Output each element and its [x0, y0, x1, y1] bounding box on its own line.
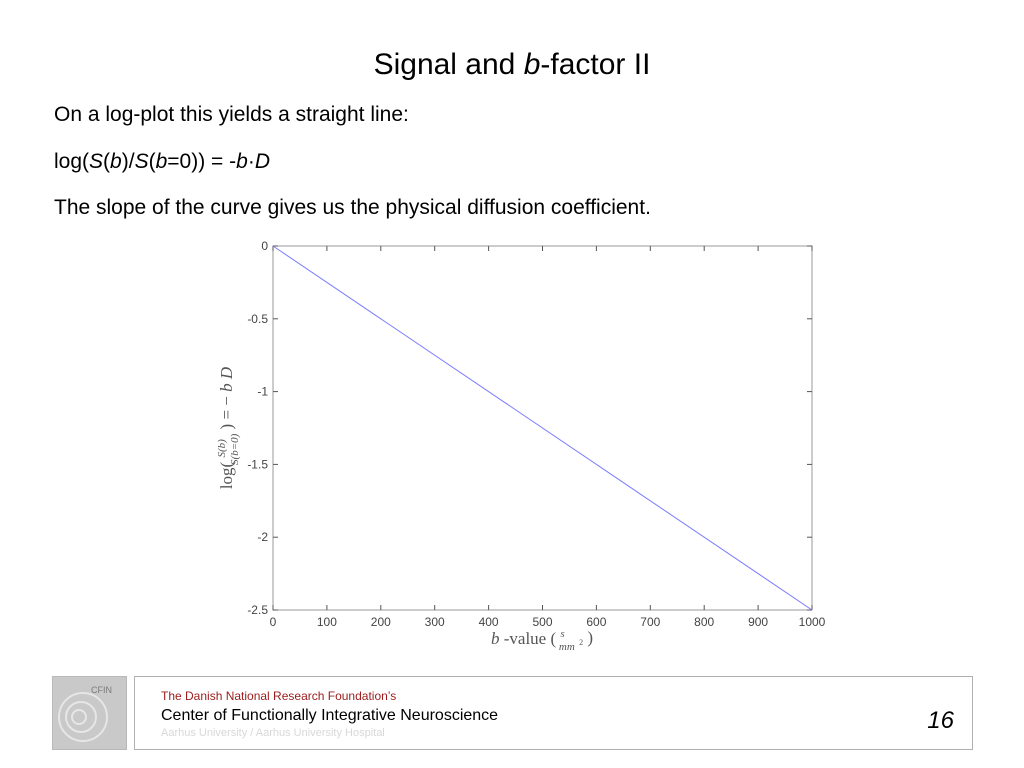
- footer-foundation: The Danish National Research Foundation’…: [161, 689, 397, 703]
- x-tick-label: 600: [586, 615, 606, 629]
- slide-title: Signal and b-factor II: [373, 48, 651, 81]
- log-signal-chart: 0 100 200 300 400 500 600 700 800 900 1000 0 -0.5 -1 -…: [210, 239, 826, 654]
- x-tick-label: 400: [479, 615, 499, 629]
- series-line: [272, 245, 813, 611]
- cfin-logo: CFIN: [52, 676, 127, 750]
- axis-ticks: 0 100 200 300 400 500 600 700 800 900 1000 0 -0.5 -1 -…: [247, 239, 825, 629]
- y-tick-label: -1: [257, 385, 268, 399]
- y-axis-label: log( S(b) S(b=0) ) = − b D: [210, 366, 242, 489]
- y-tick-label: 0: [261, 239, 268, 253]
- x-tick-label: 100: [317, 615, 337, 629]
- x-tick-label: 1000: [799, 615, 826, 629]
- logo-text: CFIN: [91, 685, 112, 695]
- bullet-line-3: The slope of the curve gives us the phys…: [54, 196, 651, 219]
- footer-panel: The Danish National Research Foundation’…: [134, 676, 973, 750]
- x-tick-label: 700: [640, 615, 660, 629]
- footer-university: Aarhus University / Aarhus University Ho…: [161, 727, 385, 739]
- y-tick-label: -0.5: [247, 312, 268, 326]
- x-tick-label: 200: [371, 615, 391, 629]
- x-tick-label: 500: [532, 615, 552, 629]
- series-group: [272, 245, 813, 611]
- page-number: 16: [927, 707, 954, 734]
- footer-center-name: Center of Functionally Integrative Neuro…: [161, 707, 499, 724]
- x-tick-label: 0: [270, 615, 277, 629]
- bullet-line-1: On a log-plot this yields a straight lin…: [54, 103, 409, 126]
- y-tick-label: -1.5: [247, 457, 268, 471]
- y-tick-label: -2.5: [247, 603, 268, 617]
- x-tick-label: 800: [694, 615, 714, 629]
- spiral-logo-icon: CFIN: [58, 685, 112, 742]
- equation-line: log(S(b)/S(b=0)) = -b·D: [54, 150, 270, 173]
- x-axis-label: b -value ( s mm 2 ): [491, 622, 593, 654]
- x-tick-label: 300: [425, 615, 445, 629]
- y-tick-label: -2: [257, 530, 268, 544]
- x-tick-label: 900: [748, 615, 768, 629]
